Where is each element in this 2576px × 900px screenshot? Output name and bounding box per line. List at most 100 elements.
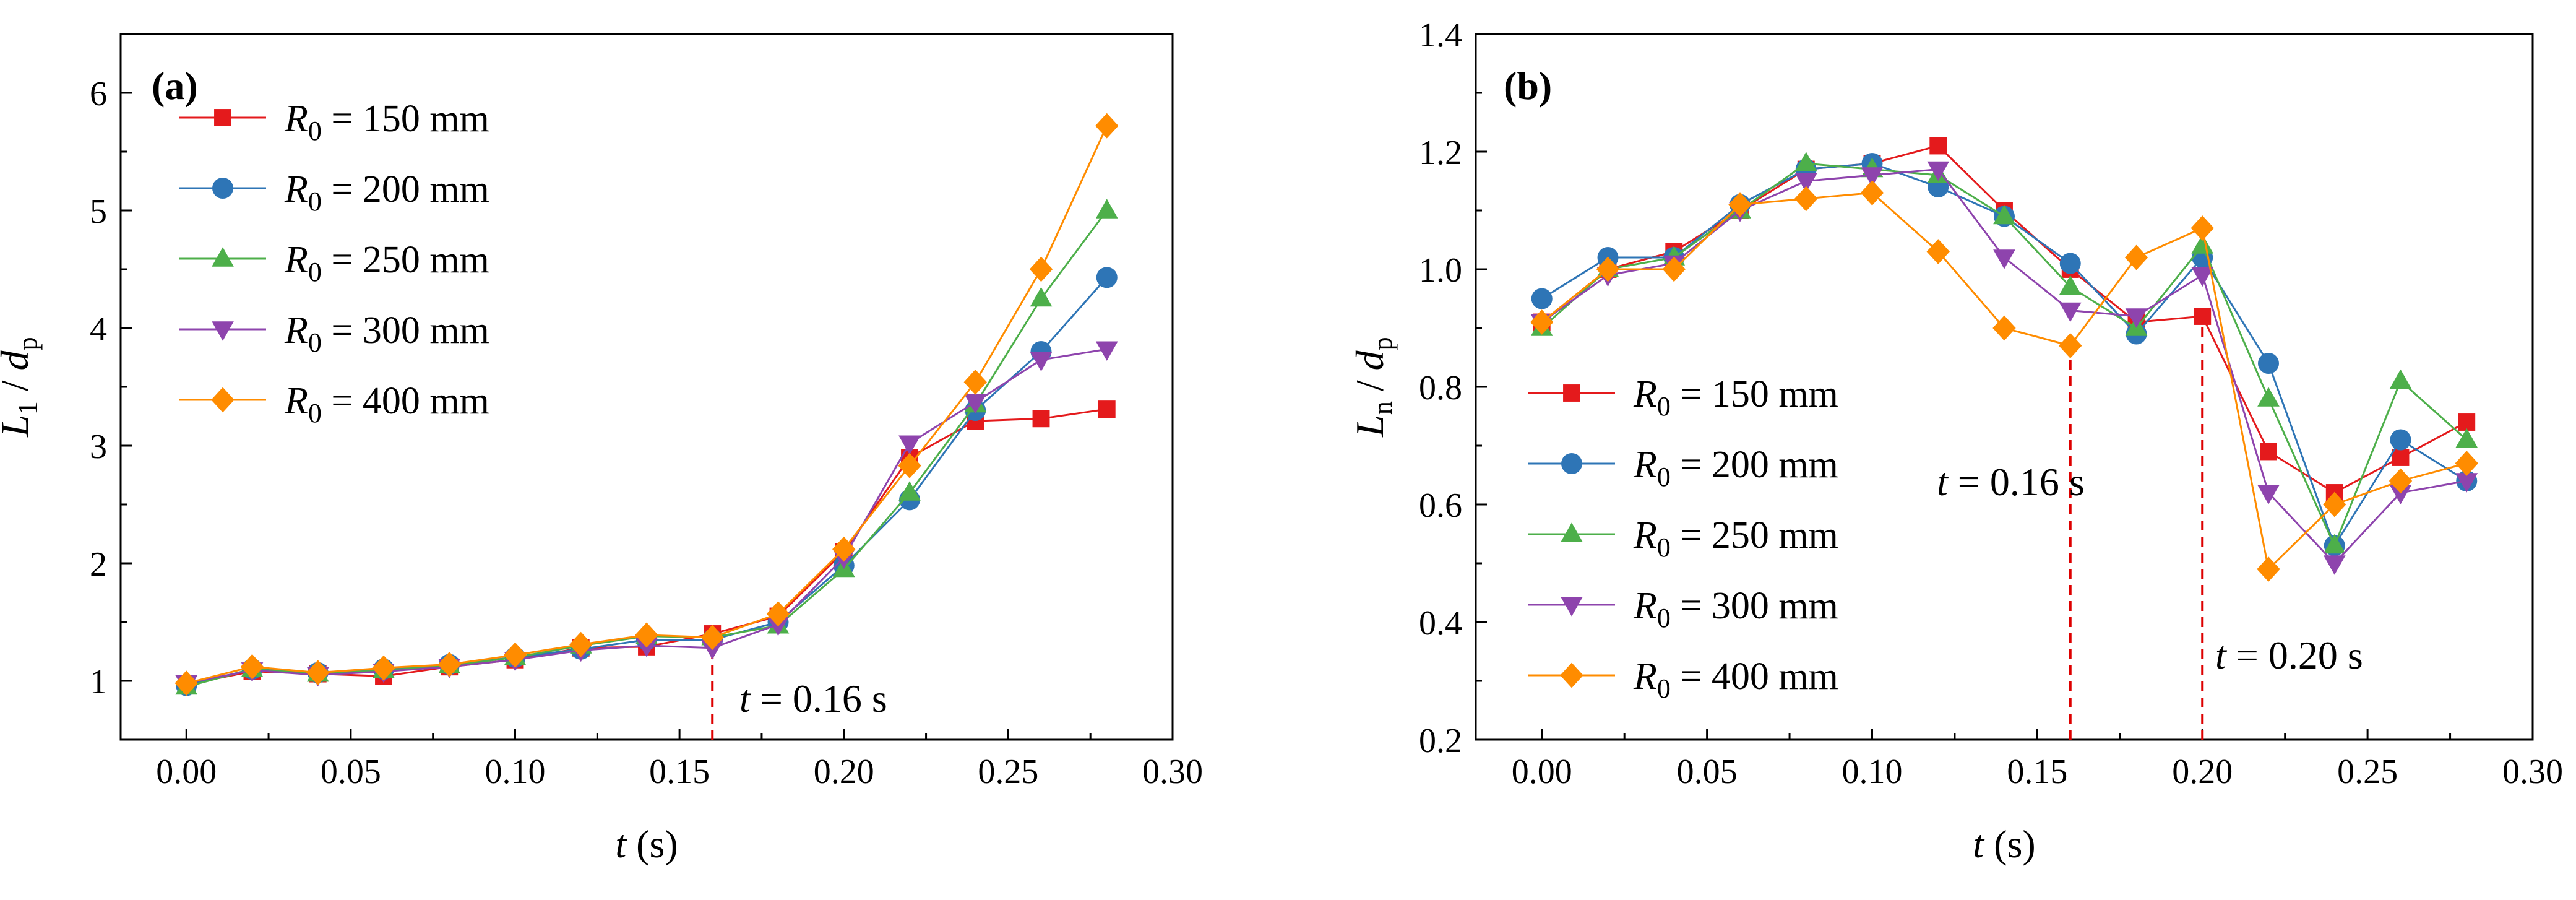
y-tick-label: 4 — [90, 310, 107, 348]
y-axis-label: L1 / dp — [0, 337, 43, 437]
legend-marker — [212, 247, 234, 267]
legend-label: R0 = 150 mm — [1633, 373, 1838, 422]
legend-label: R0 = 300 mm — [284, 309, 489, 358]
legend-label: R0 = 250 mm — [1633, 514, 1838, 563]
data-point — [2323, 534, 2346, 554]
legend-sub: 0 — [308, 116, 322, 146]
chart-panel-b: 0.00 0.05 0.10 0.15 0.20 0.25 0.30 0.2 0.4 0.6 0.8… — [1348, 16, 2563, 866]
x-tick-label: 0.05 — [1677, 753, 1738, 791]
series-r400 — [1530, 180, 2478, 582]
data-point — [2458, 413, 2476, 431]
x-tick-label: 0.15 — [649, 753, 710, 791]
data-point — [2323, 491, 2346, 517]
legend-text: = 300 mm — [1671, 585, 1838, 627]
data-point — [1861, 167, 1884, 187]
data-point — [2323, 555, 2346, 575]
data-point — [1728, 192, 1752, 217]
data-point — [2389, 485, 2412, 504]
data-point — [2191, 267, 2214, 287]
legend-var: R — [1633, 585, 1657, 627]
data-point — [2059, 275, 2082, 295]
vline-annotation-var: t — [2215, 633, 2228, 677]
legend-label: R0 = 400 mm — [1633, 656, 1838, 704]
y-axis-sub: n — [1368, 401, 1398, 415]
data-point — [306, 660, 330, 686]
legend-sub: 0 — [1657, 532, 1671, 563]
legend-text: = 200 mm — [1671, 444, 1838, 486]
data-point — [1095, 341, 1118, 361]
data-point — [1993, 249, 2015, 269]
series-line — [186, 210, 1108, 688]
legend-marker — [1560, 662, 1583, 688]
data-point — [2389, 468, 2413, 494]
data-point — [372, 655, 395, 681]
data-point — [2125, 308, 2148, 328]
vline-annotation-text: = 0.16 s — [751, 677, 887, 720]
legend-var: R — [1633, 514, 1657, 556]
data-point — [503, 642, 527, 668]
legend-var: R — [1633, 656, 1657, 698]
x-tick-label: 0.10 — [1842, 753, 1903, 791]
data-point — [2190, 215, 2214, 241]
panel-label: (b) — [1504, 64, 1552, 108]
data-point — [964, 394, 987, 414]
x-axis-unit: (s) — [626, 822, 678, 866]
data-point — [635, 622, 658, 648]
legend-var: R — [1633, 444, 1657, 486]
y-axis-den: d — [0, 350, 37, 370]
data-point — [1794, 186, 1818, 212]
legend-entry-r250: R0 = 250 mm — [179, 239, 489, 287]
legend-sub: 0 — [308, 327, 322, 358]
x-axis-var: t — [1973, 822, 1985, 866]
data-point — [1993, 204, 2015, 225]
y-axis-den-sub: p — [1368, 337, 1398, 350]
legend-sub: 0 — [1657, 673, 1671, 704]
data-point — [898, 452, 921, 478]
data-point — [240, 654, 264, 680]
legend-sub: 0 — [308, 398, 322, 428]
x-axis-label: t (s) — [615, 822, 678, 866]
y-tick-label: 1 — [90, 663, 107, 701]
legend-sub: 0 — [1657, 391, 1671, 422]
x-tick-label: 0.20 — [2172, 753, 2233, 791]
data-point — [1096, 267, 1118, 288]
data-point — [174, 670, 198, 696]
legend-entry-r200: R0 = 200 mm — [179, 168, 489, 217]
legend-sub: 0 — [1657, 603, 1671, 633]
data-point — [2257, 485, 2280, 504]
data-point — [2389, 369, 2412, 389]
data-point — [2258, 353, 2279, 374]
legend-entry-r200: R0 = 200 mm — [1528, 444, 1838, 492]
data-point — [2059, 302, 2082, 322]
data-point — [2059, 333, 2082, 358]
legend-entry-r150: R0 = 150 mm — [179, 98, 489, 146]
vline-annotation: t = 0.20 s — [2215, 633, 2363, 677]
legend-text: = 150 mm — [1671, 373, 1838, 415]
legend-sub: 0 — [1657, 462, 1671, 492]
y-axis-den-sub: p — [12, 337, 43, 350]
y-tick-label: 1.0 — [1419, 251, 1462, 290]
y-axis-label: Ln / dp — [1348, 337, 1398, 437]
data-point — [1531, 288, 1553, 309]
data-point — [1662, 256, 1686, 282]
legend-var: R — [284, 98, 308, 140]
legend-entry-r400: R0 = 400 mm — [1528, 656, 1838, 704]
data-point — [1929, 137, 1947, 155]
x-tick-label: 0.30 — [2502, 753, 2563, 791]
x-axis-unit: (s) — [1984, 822, 2036, 866]
legend-text: = 400 mm — [322, 380, 489, 422]
y-tick-label: 2 — [90, 545, 107, 584]
chart-panel-a: 0.00 0.05 0.10 0.15 0.20 0.25 0.30 1 2 3 4 5 6 t (s) L… — [0, 33, 1203, 866]
legend-var: R — [284, 239, 308, 281]
data-point — [1098, 400, 1116, 418]
legend-text: = 200 mm — [322, 168, 489, 210]
legend-marker — [1561, 597, 1583, 617]
legend-var: R — [284, 309, 308, 352]
x-axis-var: t — [615, 822, 627, 866]
y-tick-label: 0.4 — [1419, 604, 1462, 643]
vline-annotation-text: = 0.16 s — [1948, 460, 2085, 504]
data-point — [2392, 449, 2410, 466]
legend-label: R0 = 200 mm — [284, 168, 489, 217]
x-tick-label: 0.15 — [2007, 753, 2067, 791]
